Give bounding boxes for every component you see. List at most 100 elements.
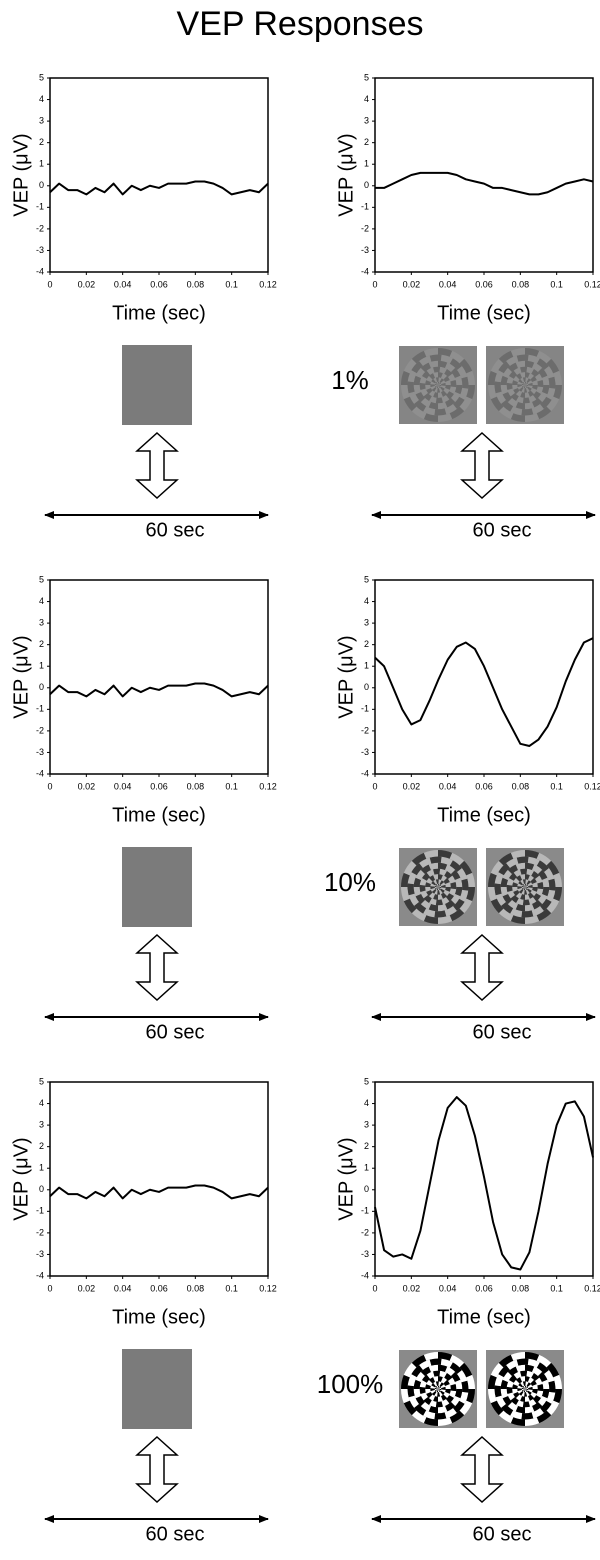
checker-cell xyxy=(428,1405,438,1414)
checker-cell xyxy=(429,856,442,864)
checker-cell xyxy=(459,387,469,400)
checker-cell xyxy=(532,1395,542,1404)
checker-cell xyxy=(527,875,535,882)
checker-cell xyxy=(434,408,447,416)
checker-cell xyxy=(443,877,450,885)
checker-cell xyxy=(528,395,537,403)
checker-cell xyxy=(528,1386,533,1390)
checker-cell xyxy=(441,884,446,888)
checker-cell xyxy=(526,1382,532,1387)
checker-cell xyxy=(522,1389,525,1392)
checker-cell xyxy=(530,1379,537,1387)
checker-cell xyxy=(438,360,448,369)
checker-cell xyxy=(488,872,497,887)
checker-cell xyxy=(415,1371,425,1382)
checker-cell xyxy=(445,398,456,408)
checker-cell xyxy=(433,1376,438,1382)
checker-cell xyxy=(525,372,530,378)
checker-cell xyxy=(445,1384,451,1389)
checker-cell xyxy=(546,396,560,412)
checker-cell xyxy=(525,1386,528,1389)
checker-cell xyxy=(525,385,528,388)
checker-cell xyxy=(531,1408,544,1419)
checker-cell xyxy=(510,413,525,422)
checker-cell xyxy=(440,1358,453,1368)
checker-cell xyxy=(512,385,518,390)
checker-cell xyxy=(532,1389,538,1394)
checker-cell xyxy=(488,887,497,902)
checkerboard xyxy=(486,346,564,424)
checker-cell xyxy=(518,1382,523,1388)
y-tick-label: 3 xyxy=(364,115,369,125)
y-tick-label: -2 xyxy=(361,725,369,735)
checker-cell xyxy=(419,857,432,868)
checker-cell xyxy=(425,385,431,390)
y-axis-label: VEP (μV) xyxy=(335,1137,357,1220)
checker-cell xyxy=(415,1396,425,1407)
checker-cell xyxy=(435,1401,443,1408)
y-tick-label: 3 xyxy=(364,617,369,627)
y-tick-label: 1 xyxy=(39,1163,44,1173)
checker-cell xyxy=(494,381,502,394)
checker-cell xyxy=(434,1412,447,1420)
checker-cell xyxy=(434,1391,438,1397)
checker-cell xyxy=(445,362,456,372)
checker-cell xyxy=(494,1385,502,1398)
checker-cell xyxy=(438,879,442,885)
blank-stimulus xyxy=(122,345,192,425)
checker-cell xyxy=(401,887,410,902)
checker-cell xyxy=(438,377,442,383)
checker-cell xyxy=(510,915,525,924)
checker-cell xyxy=(435,1386,438,1389)
checker-cell xyxy=(507,388,515,397)
y-tick-label: 5 xyxy=(364,72,369,82)
checker-cell xyxy=(408,391,419,404)
checker-cell xyxy=(438,1381,442,1387)
checker-cell xyxy=(527,1390,532,1396)
checker-cell xyxy=(532,362,543,372)
checker-cell xyxy=(438,887,441,890)
checker-cell xyxy=(532,864,543,874)
checker-cell xyxy=(438,382,441,385)
checker-cell xyxy=(445,385,451,390)
checker-cell xyxy=(525,887,528,890)
checker-cell xyxy=(527,354,540,364)
checker-cell xyxy=(488,385,497,400)
checker-cell xyxy=(438,1405,448,1414)
checker-cell xyxy=(423,850,438,859)
checker-cell xyxy=(507,362,518,372)
checker-cell xyxy=(518,1391,524,1396)
x-tick-label: 0.08 xyxy=(187,279,205,289)
y-tick-label: 1 xyxy=(364,1163,369,1173)
y-tick-label: 5 xyxy=(364,1076,369,1086)
x-tick-label: 0.06 xyxy=(150,279,168,289)
y-tick-label: 4 xyxy=(364,1098,369,1108)
checker-cell xyxy=(423,894,432,904)
checkerboard xyxy=(399,1350,477,1428)
checker-cell xyxy=(441,395,450,403)
checker-cell xyxy=(518,378,523,384)
checker-cell xyxy=(426,869,435,877)
y-tick-label: 0 xyxy=(364,682,369,692)
checker-cell xyxy=(443,1391,450,1399)
x-tick-label: 0 xyxy=(47,1283,52,1293)
y-tick-label: 3 xyxy=(364,1119,369,1129)
checker-cell xyxy=(553,370,562,385)
checker-cell xyxy=(434,885,438,887)
checker-cell xyxy=(541,385,550,395)
checker-cell xyxy=(438,387,443,393)
checker-cell xyxy=(546,898,560,914)
y-tick-label: -2 xyxy=(36,223,44,233)
checker-cell xyxy=(433,392,438,398)
checker-cell xyxy=(428,862,438,871)
checker-cell xyxy=(440,380,446,385)
checker-cell xyxy=(536,852,552,866)
checker-cell xyxy=(435,884,438,887)
checker-cell xyxy=(512,887,518,892)
checker-cell xyxy=(438,889,443,895)
checker-cell xyxy=(415,869,425,880)
checker-cell xyxy=(453,898,465,911)
y-tick-label: -4 xyxy=(36,1270,44,1280)
checker-cell xyxy=(420,890,428,899)
checker-cell xyxy=(438,1389,440,1393)
